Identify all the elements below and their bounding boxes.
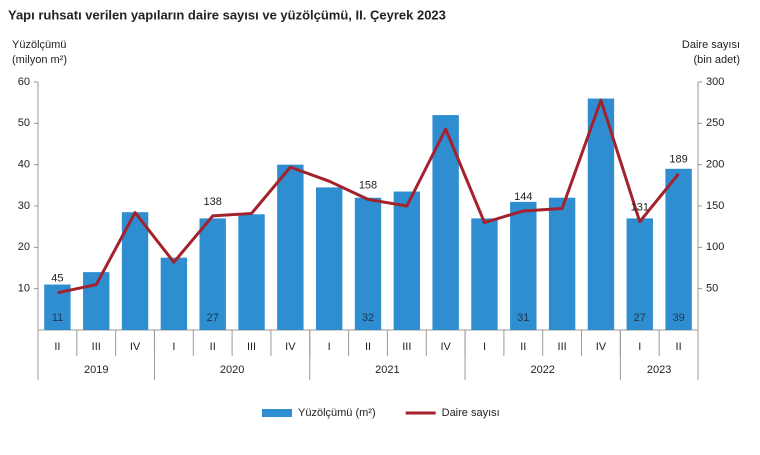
bar — [160, 257, 188, 330]
x-tick-label: IV — [440, 341, 451, 353]
bar — [238, 214, 265, 330]
bar-value-label: 27 — [207, 312, 219, 324]
bar — [393, 191, 421, 330]
x-tick-label: IV — [596, 341, 607, 353]
x-tick-label: I — [328, 341, 331, 353]
bar — [587, 98, 615, 331]
y-axis-title: Yüzölçümü — [12, 39, 66, 51]
y-axis-title: (milyon m²) — [12, 54, 67, 66]
y-tick-label: 10 — [18, 283, 30, 295]
bar-value-label: 27 — [634, 312, 646, 324]
line-value-label: 189 — [669, 154, 687, 166]
y2-axis-title: Daire sayısı — [682, 39, 740, 51]
x-tick-label: IV — [130, 341, 141, 353]
x-tick-label: I — [638, 341, 641, 353]
x-tick-label: I — [172, 341, 175, 353]
y-tick-label: 40 — [18, 159, 30, 171]
bar — [277, 164, 304, 330]
year-label: 2019 — [84, 364, 108, 376]
year-label: 2021 — [375, 364, 399, 376]
bar — [354, 197, 382, 330]
y2-tick-label: 100 — [706, 241, 724, 253]
bar-value-label: 39 — [672, 312, 684, 324]
legend-label: Yüzölçümü (m²) — [298, 407, 376, 419]
x-tick-label: III — [92, 341, 101, 353]
x-tick-label: II — [54, 341, 60, 353]
x-tick-label: II — [520, 341, 526, 353]
year-label: 2020 — [220, 364, 244, 376]
year-label: 2022 — [530, 364, 554, 376]
bar — [315, 187, 343, 330]
x-tick-label: III — [558, 341, 567, 353]
x-tick-label: III — [402, 341, 411, 353]
year-label: 2023 — [647, 364, 671, 376]
line-value-label: 138 — [204, 196, 222, 208]
y2-tick-label: 200 — [706, 159, 724, 171]
bar-value-label: 32 — [362, 312, 374, 324]
chart-title: Yapı ruhsatı verilen yapıların daire say… — [8, 7, 446, 22]
y2-axis-title: (bin adet) — [694, 54, 740, 66]
bar — [471, 218, 498, 330]
legend-label: Daire sayısı — [442, 407, 500, 419]
y-tick-label: 30 — [18, 200, 30, 212]
bar — [665, 168, 692, 330]
y-tick-label: 20 — [18, 241, 30, 253]
x-tick-label: IV — [285, 341, 296, 353]
bar-value-label: 11 — [52, 312, 63, 324]
x-tick-label: II — [676, 341, 682, 353]
legend-swatch — [262, 409, 292, 417]
bar — [199, 218, 226, 330]
x-tick-label: II — [365, 341, 371, 353]
bar — [83, 272, 110, 330]
y2-tick-label: 300 — [706, 76, 724, 88]
line — [57, 98, 680, 295]
x-tick-label: I — [483, 341, 486, 353]
bar — [626, 218, 653, 330]
x-tick-label: III — [247, 341, 256, 353]
line-value-label: 158 — [359, 179, 377, 191]
y-tick-label: 60 — [18, 76, 30, 88]
line-value-label: 45 — [51, 273, 63, 285]
bar-value-label: 31 — [517, 312, 529, 324]
x-tick-label: II — [210, 341, 216, 353]
line-value-label: 144 — [514, 191, 532, 203]
line-value-label: 131 — [631, 202, 649, 214]
bar — [510, 201, 537, 330]
y-tick-label: 50 — [18, 117, 30, 129]
y2-tick-label: 50 — [706, 283, 718, 295]
y2-tick-label: 150 — [706, 200, 724, 212]
y2-tick-label: 250 — [706, 117, 724, 129]
bar — [548, 197, 576, 330]
